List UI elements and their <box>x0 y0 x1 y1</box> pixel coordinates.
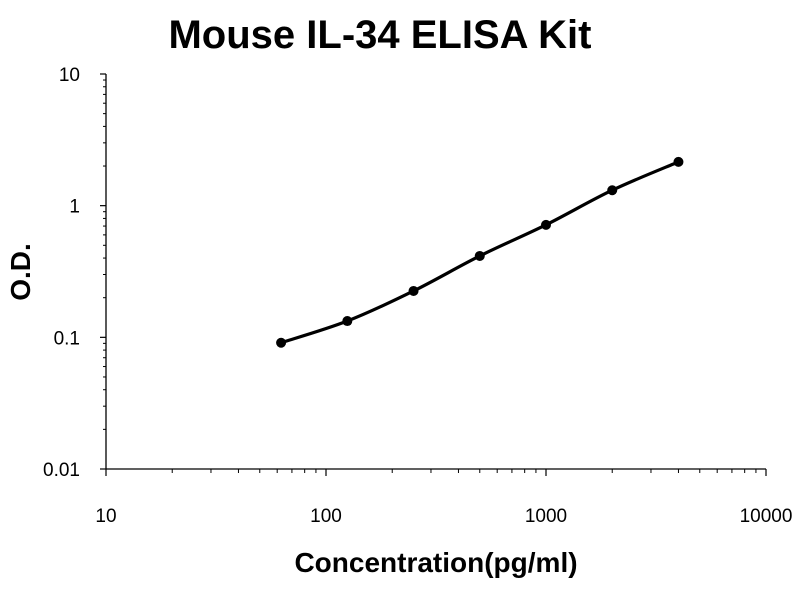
data-point <box>474 250 485 261</box>
x-axis: 10 100 1000 10000 <box>95 468 793 527</box>
data-point <box>342 316 353 327</box>
y-axis-title: O.D. <box>5 243 36 301</box>
y-tick-label: 0.01 <box>43 460 80 481</box>
data-point <box>673 156 684 167</box>
y-tick-label: 0.1 <box>54 328 80 349</box>
y-tick-label: 1 <box>69 197 80 218</box>
chart-title: Mouse IL-34 ELISA Kit <box>168 13 591 57</box>
x-tick-label: 10000 <box>740 506 793 527</box>
y-axis: 0.01 0.1 1 10 <box>43 65 107 481</box>
x-tick-label: 10 <box>95 506 116 527</box>
data-point <box>276 337 287 348</box>
x-tick-label: 1000 <box>525 506 567 527</box>
data-point <box>541 219 551 230</box>
x-axis-title: Concentration(pg/ml) <box>294 547 577 578</box>
data-point <box>607 185 618 196</box>
series-layer <box>276 156 684 348</box>
y-tick-label: 10 <box>59 65 80 86</box>
x-tick-label: 100 <box>310 506 342 527</box>
data-point <box>408 285 419 296</box>
